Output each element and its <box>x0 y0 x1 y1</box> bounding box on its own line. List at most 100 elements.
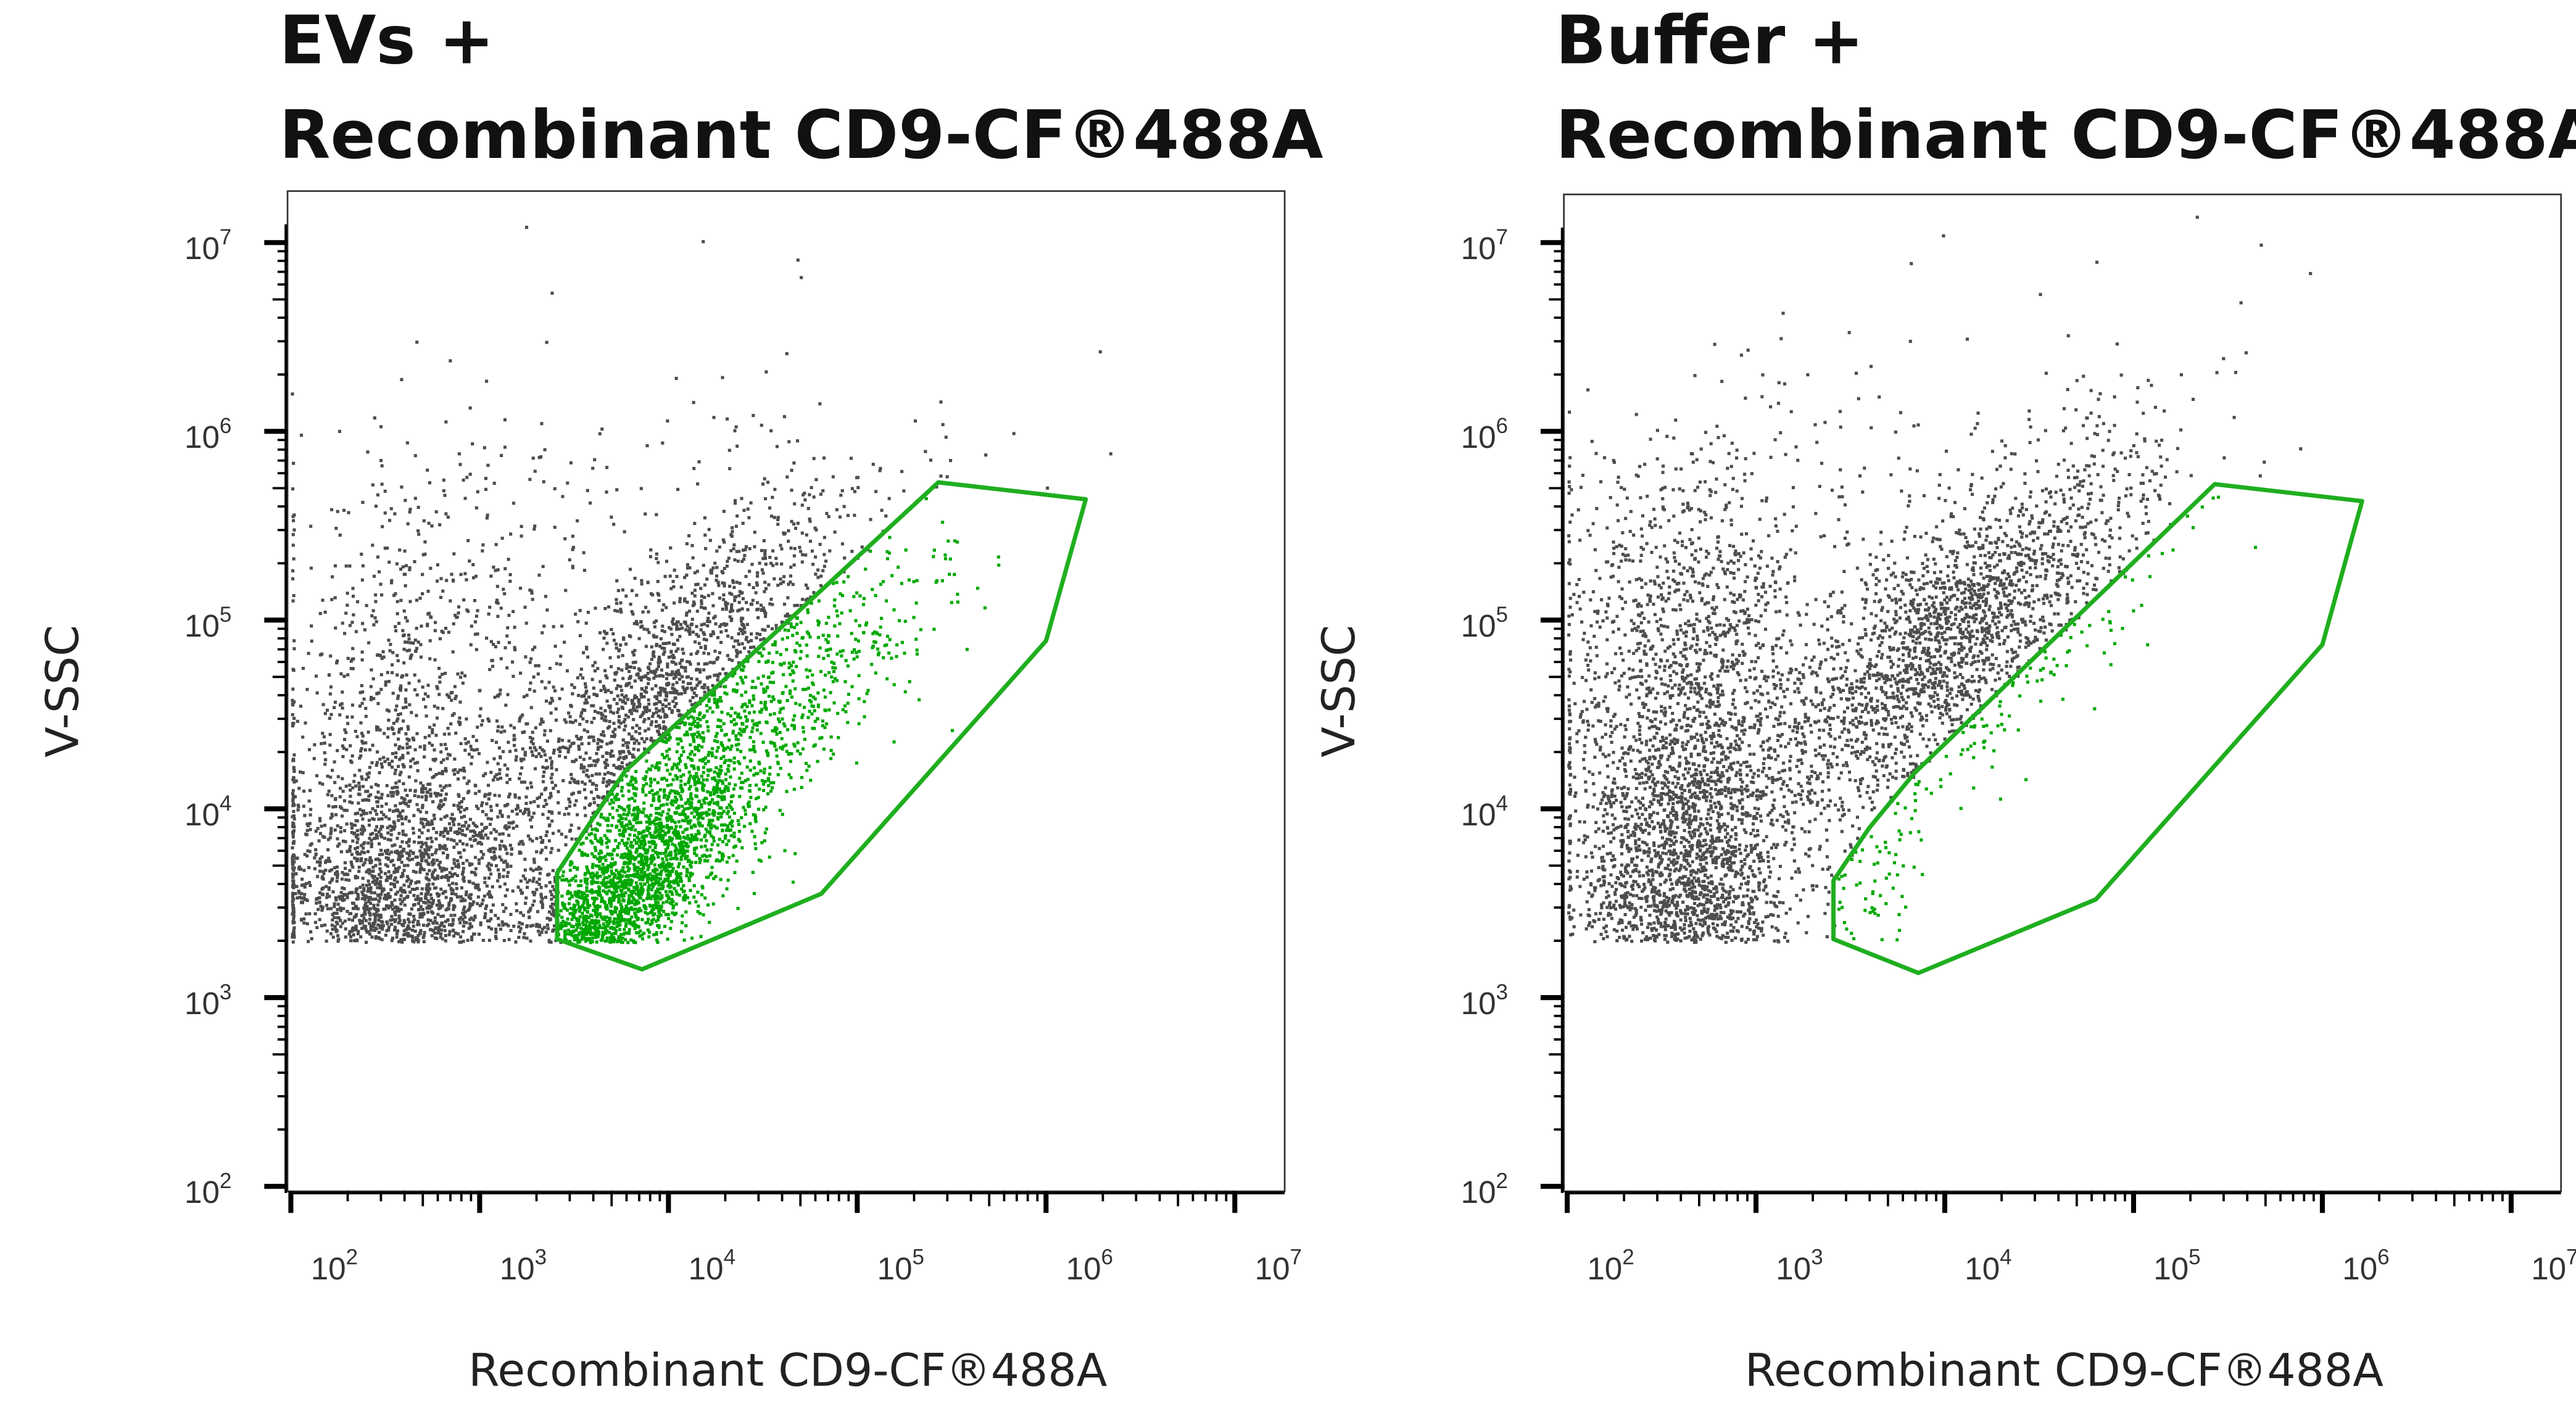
event-dot <box>378 796 381 800</box>
event-dot <box>531 730 534 734</box>
event-dot <box>606 726 610 730</box>
event-dot <box>489 770 493 774</box>
event-dot <box>507 795 511 799</box>
event-dot <box>497 923 501 927</box>
event-dot <box>653 670 658 674</box>
event-dot <box>392 864 396 867</box>
event-dot <box>642 675 645 679</box>
event-dot <box>412 924 415 928</box>
event-dot <box>384 683 387 687</box>
event-dot <box>735 639 740 643</box>
event-dot <box>629 602 632 606</box>
gated-event-dot <box>647 840 651 844</box>
event-dot <box>504 703 508 707</box>
event-dot <box>741 632 745 635</box>
gated-event-dot <box>682 849 686 853</box>
event-dot <box>763 549 767 553</box>
event-dot <box>447 732 451 736</box>
event-dot <box>518 777 521 780</box>
gated-event-dot <box>594 849 598 853</box>
gated-event-dot <box>589 872 592 875</box>
event-dot <box>485 379 489 383</box>
event-dot <box>292 528 296 532</box>
event-dot <box>540 901 544 904</box>
event-dot <box>627 670 631 674</box>
event-dot <box>804 598 808 602</box>
gated-event-dot <box>623 808 626 812</box>
event-dot <box>349 844 352 849</box>
event-dot <box>637 741 641 745</box>
event-dot <box>371 898 375 901</box>
event-dot <box>400 378 404 381</box>
event-dot <box>389 791 393 795</box>
event-dot <box>533 891 537 894</box>
event-dot <box>397 832 401 835</box>
event-dot <box>838 515 842 519</box>
event-dot <box>635 724 639 727</box>
gated-event-dot <box>912 580 916 584</box>
event-dot <box>488 605 492 609</box>
event-dot <box>334 896 338 899</box>
event-dot <box>465 859 469 862</box>
event-dot <box>465 608 469 612</box>
event-dot <box>406 934 410 938</box>
event-dot <box>722 622 726 626</box>
event-dot <box>582 568 587 572</box>
event-dot <box>713 614 717 618</box>
event-dot <box>511 609 515 613</box>
event-dot <box>653 695 657 699</box>
event-dot <box>527 813 531 817</box>
event-dot <box>456 804 460 807</box>
gated-event-dot <box>624 924 627 928</box>
event-dot <box>499 776 503 780</box>
gated-event-dot <box>618 893 621 897</box>
event-dot <box>515 755 518 759</box>
event-dot <box>405 619 409 623</box>
event-dot <box>406 857 410 861</box>
gated-event-dot <box>758 858 761 862</box>
event-dot <box>421 592 425 596</box>
gated-event-dot <box>842 580 846 584</box>
event-dot <box>509 532 513 536</box>
event-dot <box>338 703 342 707</box>
event-dot <box>452 934 456 938</box>
event-dot <box>494 543 498 547</box>
event-dot <box>420 831 424 835</box>
event-dot <box>749 602 753 606</box>
event-dot <box>884 514 888 518</box>
event-dot <box>721 581 724 585</box>
event-dot <box>941 423 945 426</box>
gated-event-dot <box>764 806 768 809</box>
event-dot <box>379 848 383 852</box>
event-dot <box>531 737 534 741</box>
event-dot <box>368 861 372 865</box>
event-dot <box>410 935 414 938</box>
event-dot <box>415 598 418 602</box>
event-dot <box>703 516 707 519</box>
event-dot <box>404 816 408 819</box>
event-dot <box>725 622 729 626</box>
event-dot <box>414 779 418 783</box>
event-dot <box>723 540 726 544</box>
event-dot <box>388 649 392 653</box>
event-dot <box>445 830 450 834</box>
event-dot <box>404 640 407 644</box>
gated-event-dot <box>750 685 754 689</box>
event-dot <box>406 725 410 729</box>
event-dot <box>410 711 413 714</box>
event-dot <box>327 804 331 808</box>
event-dot <box>477 932 481 936</box>
gated-event-dot <box>582 901 586 904</box>
event-dot <box>540 792 544 796</box>
gated-event-dot <box>699 935 703 938</box>
event-dot <box>515 824 519 828</box>
event-dot <box>747 583 751 587</box>
event-dot <box>731 579 735 583</box>
event-dot <box>452 803 456 807</box>
gated-event-dot <box>576 892 580 896</box>
event-dot <box>326 907 329 911</box>
event-dot <box>658 700 662 704</box>
event-dot <box>660 668 664 672</box>
event-dot <box>394 629 398 633</box>
event-dot <box>329 654 333 658</box>
